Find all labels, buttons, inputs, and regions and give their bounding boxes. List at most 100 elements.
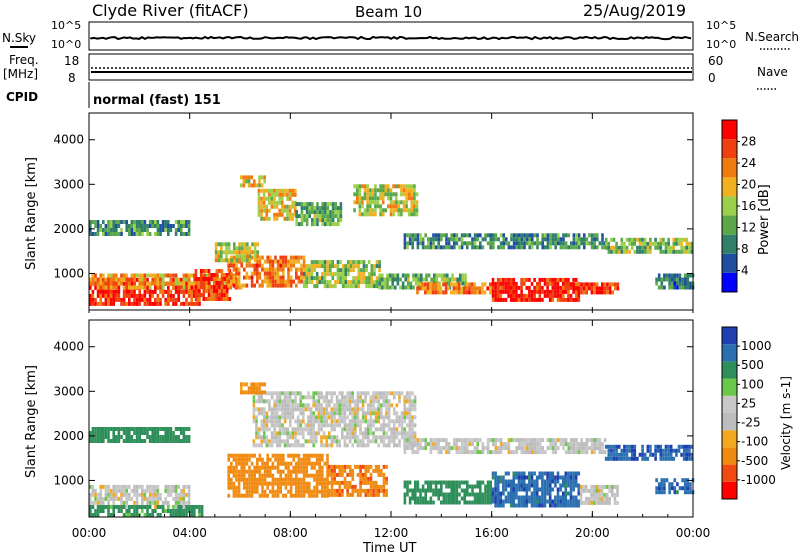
data-cell — [370, 272, 374, 277]
data-cell — [273, 188, 276, 193]
data-cell — [174, 509, 178, 513]
data-cell — [328, 492, 331, 497]
data-cell — [172, 496, 175, 501]
data-cell — [672, 237, 676, 242]
data-cell — [102, 431, 105, 435]
data-cell — [292, 477, 295, 482]
data-cell — [611, 488, 614, 493]
data-cell — [484, 446, 487, 451]
data-cell — [415, 204, 419, 209]
freq-tick-high: 18 — [64, 54, 79, 68]
data-cell — [322, 443, 326, 448]
data-cell — [656, 448, 660, 453]
data-cell — [440, 492, 443, 497]
data-cell — [515, 241, 518, 246]
data-cell — [112, 509, 115, 513]
data-cell — [380, 435, 383, 440]
data-cell — [148, 435, 152, 439]
data-cell — [148, 301, 152, 306]
data-cell — [169, 509, 173, 513]
data-cell — [317, 419, 321, 424]
data-cell — [344, 272, 348, 277]
data-cell — [91, 492, 95, 497]
data-cell — [120, 509, 123, 513]
data-cell — [271, 279, 275, 284]
data-cell — [197, 285, 200, 289]
data-cell — [458, 484, 461, 489]
data-cell — [299, 423, 302, 428]
data-cell — [617, 249, 621, 254]
data-cell — [351, 415, 354, 420]
data-cell — [194, 293, 198, 297]
data-cell — [302, 493, 306, 498]
data-cell — [406, 245, 409, 250]
data-cell — [220, 269, 224, 273]
data-cell — [318, 481, 321, 486]
data-cell — [381, 188, 385, 193]
data-cell — [212, 293, 216, 297]
data-cell — [359, 419, 362, 424]
data-cell — [159, 228, 162, 232]
data-cell — [434, 492, 438, 497]
data-cell — [248, 457, 251, 462]
data-cell — [564, 233, 568, 238]
data-cell — [122, 431, 126, 435]
data-cell — [318, 489, 321, 494]
data-cell — [199, 269, 203, 273]
data-cell — [682, 448, 686, 453]
data-cell — [174, 492, 178, 497]
data-cell — [94, 427, 97, 431]
data-cell — [278, 192, 281, 197]
data-cell — [299, 395, 302, 400]
data-cell — [499, 495, 503, 500]
data-cell — [102, 496, 105, 501]
data-cell — [455, 290, 458, 295]
data-cell — [453, 277, 457, 282]
data-cell — [411, 245, 414, 250]
data-cell — [452, 286, 456, 291]
data-cell — [364, 395, 367, 400]
data-cell — [375, 276, 379, 281]
data-cell — [387, 411, 391, 416]
data-cell — [151, 488, 154, 493]
data-cell — [282, 255, 285, 260]
data-cell — [484, 488, 487, 493]
data-cell — [117, 285, 121, 290]
data-cell — [385, 488, 388, 493]
data-cell — [316, 218, 319, 223]
data-cell — [146, 289, 149, 294]
data-cell — [289, 453, 293, 458]
data-cell — [120, 277, 123, 282]
data-cell — [442, 446, 446, 451]
data-cell — [450, 492, 453, 497]
data-cell — [104, 496, 108, 501]
data-cell — [214, 258, 218, 263]
data-cell — [161, 228, 165, 232]
data-cell — [569, 471, 573, 476]
data-cell — [286, 391, 289, 396]
data-cell — [463, 450, 466, 455]
data-cell — [361, 476, 365, 481]
data-cell — [628, 456, 631, 461]
data-cell — [585, 446, 589, 451]
data-cell — [89, 505, 92, 509]
data-cell — [437, 446, 440, 451]
data-cell — [289, 255, 293, 260]
data-cell — [130, 220, 134, 224]
data-cell — [223, 293, 226, 297]
data-cell — [460, 237, 464, 242]
data-cell — [583, 442, 586, 447]
data-cell — [245, 493, 249, 498]
colorbar-swatch — [722, 413, 737, 431]
data-cell — [515, 491, 518, 496]
data-cell — [398, 423, 401, 428]
data-cell — [326, 461, 329, 466]
data-cell — [315, 280, 319, 285]
data-cell — [583, 241, 586, 246]
data-cell — [253, 242, 257, 247]
data-cell — [334, 284, 337, 289]
data-cell — [326, 268, 329, 273]
data-cell — [368, 204, 372, 209]
data-cell — [385, 399, 388, 404]
data-cell — [151, 439, 154, 443]
